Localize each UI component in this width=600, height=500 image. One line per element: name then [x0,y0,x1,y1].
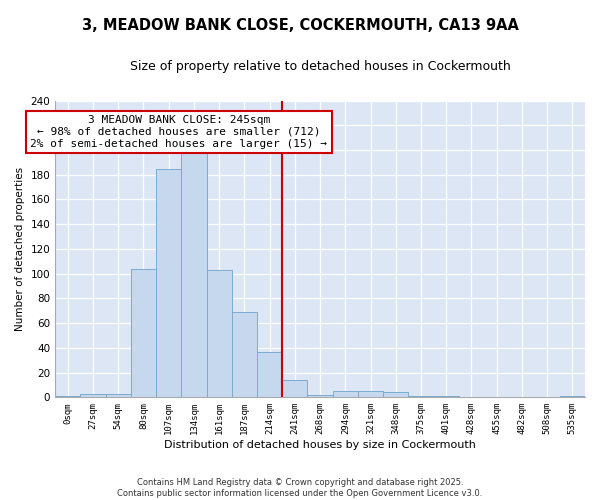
Bar [383,392,409,398]
Bar [106,394,131,398]
Bar [131,268,156,398]
Bar [80,394,106,398]
Text: Contains HM Land Registry data © Crown copyright and database right 2025.
Contai: Contains HM Land Registry data © Crown c… [118,478,482,498]
Title: Size of property relative to detached houses in Cockermouth: Size of property relative to detached ho… [130,60,511,73]
Text: 3, MEADOW BANK CLOSE, COCKERMOUTH, CA13 9AA: 3, MEADOW BANK CLOSE, COCKERMOUTH, CA13 … [82,18,518,32]
Bar [55,396,80,398]
Bar [307,395,332,398]
Bar [358,391,383,398]
Bar [181,152,206,398]
Bar [232,312,257,398]
X-axis label: Distribution of detached houses by size in Cockermouth: Distribution of detached houses by size … [164,440,476,450]
Bar [257,352,282,398]
Bar [156,168,181,398]
Y-axis label: Number of detached properties: Number of detached properties [15,167,25,331]
Bar [332,391,358,398]
Bar [434,396,459,398]
Bar [409,396,434,398]
Bar [560,396,585,398]
Bar [206,270,232,398]
Bar [282,380,307,398]
Text: 3 MEADOW BANK CLOSE: 245sqm
← 98% of detached houses are smaller (712)
2% of sem: 3 MEADOW BANK CLOSE: 245sqm ← 98% of det… [30,116,327,148]
